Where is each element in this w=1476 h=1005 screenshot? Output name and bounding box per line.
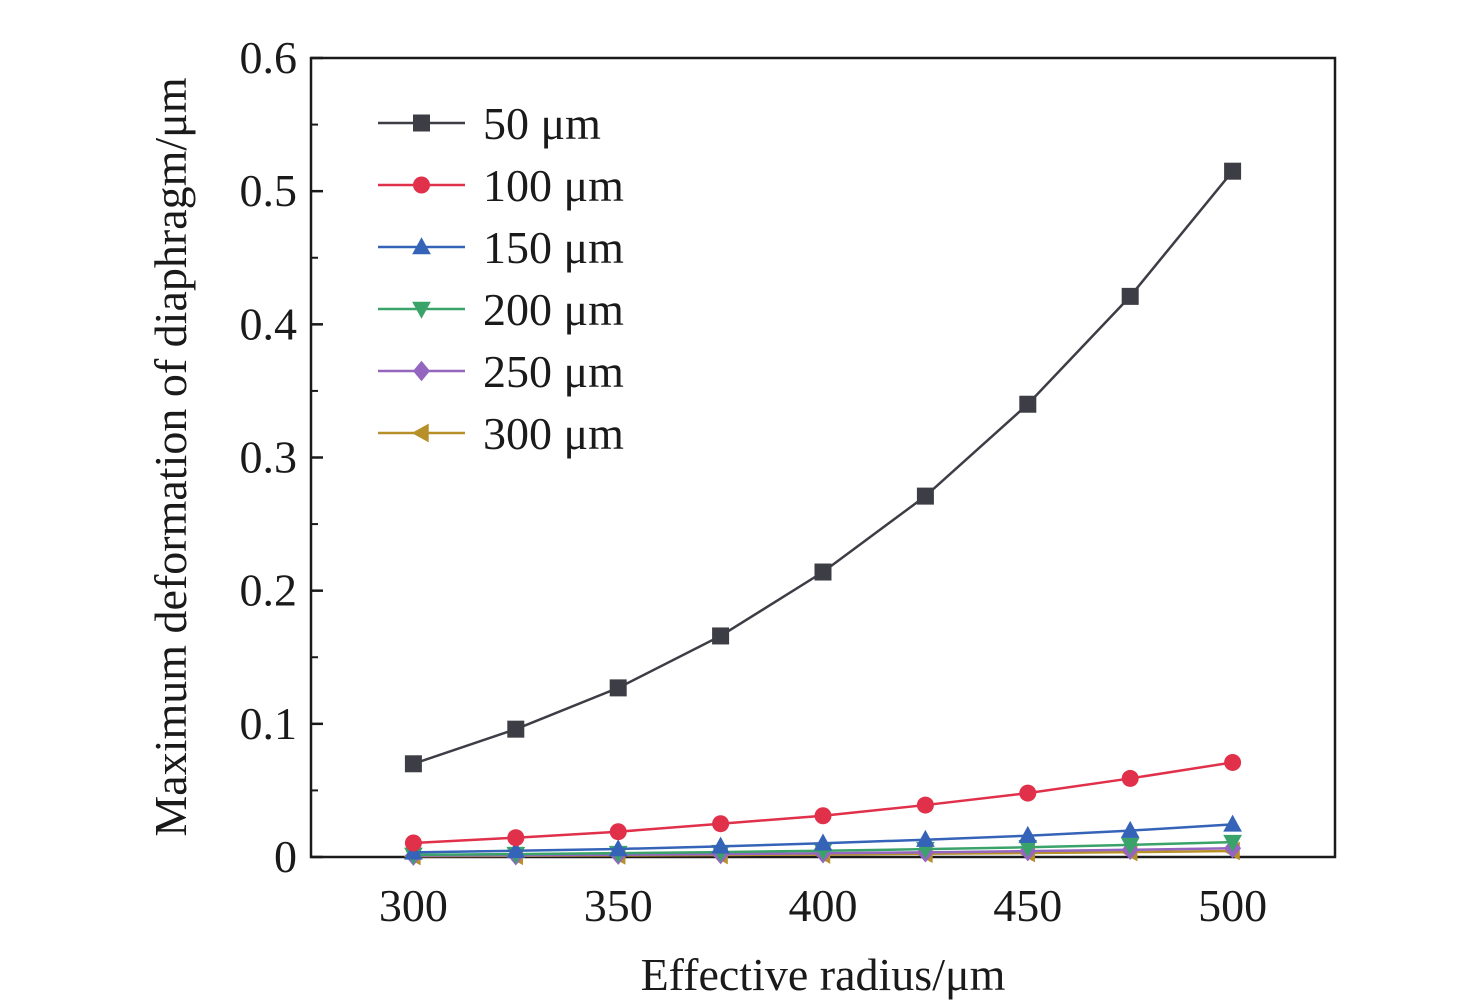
y-tick-label: 0 [274,831,297,882]
data-point [609,823,627,841]
data-point [608,839,628,857]
y-tick-label: 0.6 [240,32,298,83]
legend-entry: 100 μm [378,160,624,211]
x-tick-label: 500 [1198,880,1267,931]
data-point [506,840,526,858]
x-axis-title: Effective radius/μm [641,949,1006,1000]
legend-marker [413,114,430,132]
legend-marker [412,301,431,319]
legend-entry: 150 μm [378,222,624,273]
legend-label: 300 μm [483,408,624,459]
data-point [814,563,832,581]
legend: 50 μm 100 μm 150 μm 200 μm 250 μm 300 μm [378,98,624,459]
data-point [712,627,730,645]
data-point [404,755,422,773]
x-axis: 300 350 400 450 500 [310,845,1336,931]
series-layer [403,162,1242,866]
data-point [813,833,833,851]
data-point [916,829,935,847]
data-point [1224,753,1242,771]
legend-label: 100 μm [483,160,624,211]
legend-entry: 200 μm [378,284,624,335]
data-point [712,815,730,833]
data-point [1223,834,1242,852]
data-point [507,720,525,738]
legend-label: 150 μm [483,222,624,273]
data-point [1223,814,1242,832]
series-100-μm [404,753,1242,852]
x-tick-label: 400 [789,880,858,931]
data-point [711,836,730,854]
plot-frame [309,56,1337,859]
y-tick-label: 0.3 [240,432,298,483]
legend-marker [412,237,431,255]
data-point [814,807,832,825]
data-point [1121,287,1139,305]
y-tick-label: 0.4 [240,298,298,349]
legend-label: 200 μm [483,284,624,335]
y-axis: 0 0.1 0.2 0.3 0.4 0.5 0.6 [240,32,323,882]
legend-marker [413,360,430,382]
y-tick-label: 0.5 [240,165,298,216]
legend-label: 50 μm [483,98,601,149]
data-point [1120,837,1140,855]
legend-entry: 300 μm [378,408,624,459]
data-point [916,796,934,814]
legend-label: 250 μm [483,346,624,397]
y-tick-label: 0.2 [240,565,298,616]
data-point [1019,395,1037,413]
data-point [507,829,525,847]
x-tick-label: 300 [379,880,448,931]
legend-marker [411,423,429,443]
y-tick-label: 0.1 [240,698,298,749]
data-point [1120,820,1140,838]
legend-marker [413,176,430,194]
data-point [916,487,934,505]
legend-entry: 50 μm [378,98,601,149]
data-point [609,679,627,697]
x-tick-label: 350 [584,880,653,931]
data-point [1121,769,1139,787]
y-axis-title: Maximum deformation of diaphragm/μm [145,77,196,836]
data-point [1019,784,1037,802]
data-point [1018,840,1038,858]
data-point [1224,162,1242,180]
data-point [1018,825,1038,843]
series-50-μm [404,162,1242,773]
data-point [404,834,422,852]
legend-entry: 250 μm [378,346,624,397]
x-tick-label: 450 [993,880,1062,931]
